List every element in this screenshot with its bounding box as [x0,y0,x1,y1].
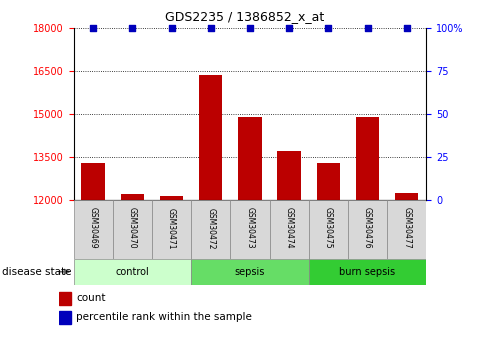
Text: GSM30473: GSM30473 [245,207,254,249]
Point [324,25,332,30]
Bar [395,193,418,200]
Text: burn sepsis: burn sepsis [340,267,395,277]
Text: GSM30475: GSM30475 [324,207,333,249]
FancyBboxPatch shape [191,200,230,259]
Bar [121,194,144,200]
Text: GSM30469: GSM30469 [89,207,98,249]
Point [168,25,175,30]
FancyBboxPatch shape [113,200,152,259]
Bar [356,117,379,200]
Text: count: count [76,293,106,303]
FancyBboxPatch shape [74,259,191,285]
Point [403,25,411,30]
Text: percentile rank within the sample: percentile rank within the sample [76,312,252,322]
Bar [59,311,71,324]
FancyBboxPatch shape [74,200,113,259]
Point [89,25,97,30]
Text: sepsis: sepsis [235,267,265,277]
Point [207,25,215,30]
Text: GSM30477: GSM30477 [402,207,411,249]
FancyBboxPatch shape [152,200,191,259]
Point [364,25,371,30]
Point [285,25,293,30]
FancyBboxPatch shape [270,200,309,259]
FancyBboxPatch shape [309,259,426,285]
Text: GSM30474: GSM30474 [285,207,294,249]
Bar [199,75,222,200]
Bar [81,163,105,200]
Text: GSM30472: GSM30472 [206,207,215,249]
Text: disease state: disease state [2,267,72,277]
Bar [277,151,301,200]
Text: GSM30471: GSM30471 [167,207,176,249]
FancyBboxPatch shape [387,200,426,259]
Text: GDS2235 / 1386852_x_at: GDS2235 / 1386852_x_at [166,10,324,23]
Bar [317,163,340,200]
FancyBboxPatch shape [191,259,309,285]
Bar [160,196,183,200]
FancyBboxPatch shape [348,200,387,259]
Text: control: control [116,267,149,277]
Point [128,25,136,30]
Bar [238,117,262,200]
FancyBboxPatch shape [309,200,348,259]
Bar [59,292,71,305]
Text: GSM30476: GSM30476 [363,207,372,249]
FancyBboxPatch shape [230,200,270,259]
Text: GSM30470: GSM30470 [128,207,137,249]
Point [246,25,254,30]
